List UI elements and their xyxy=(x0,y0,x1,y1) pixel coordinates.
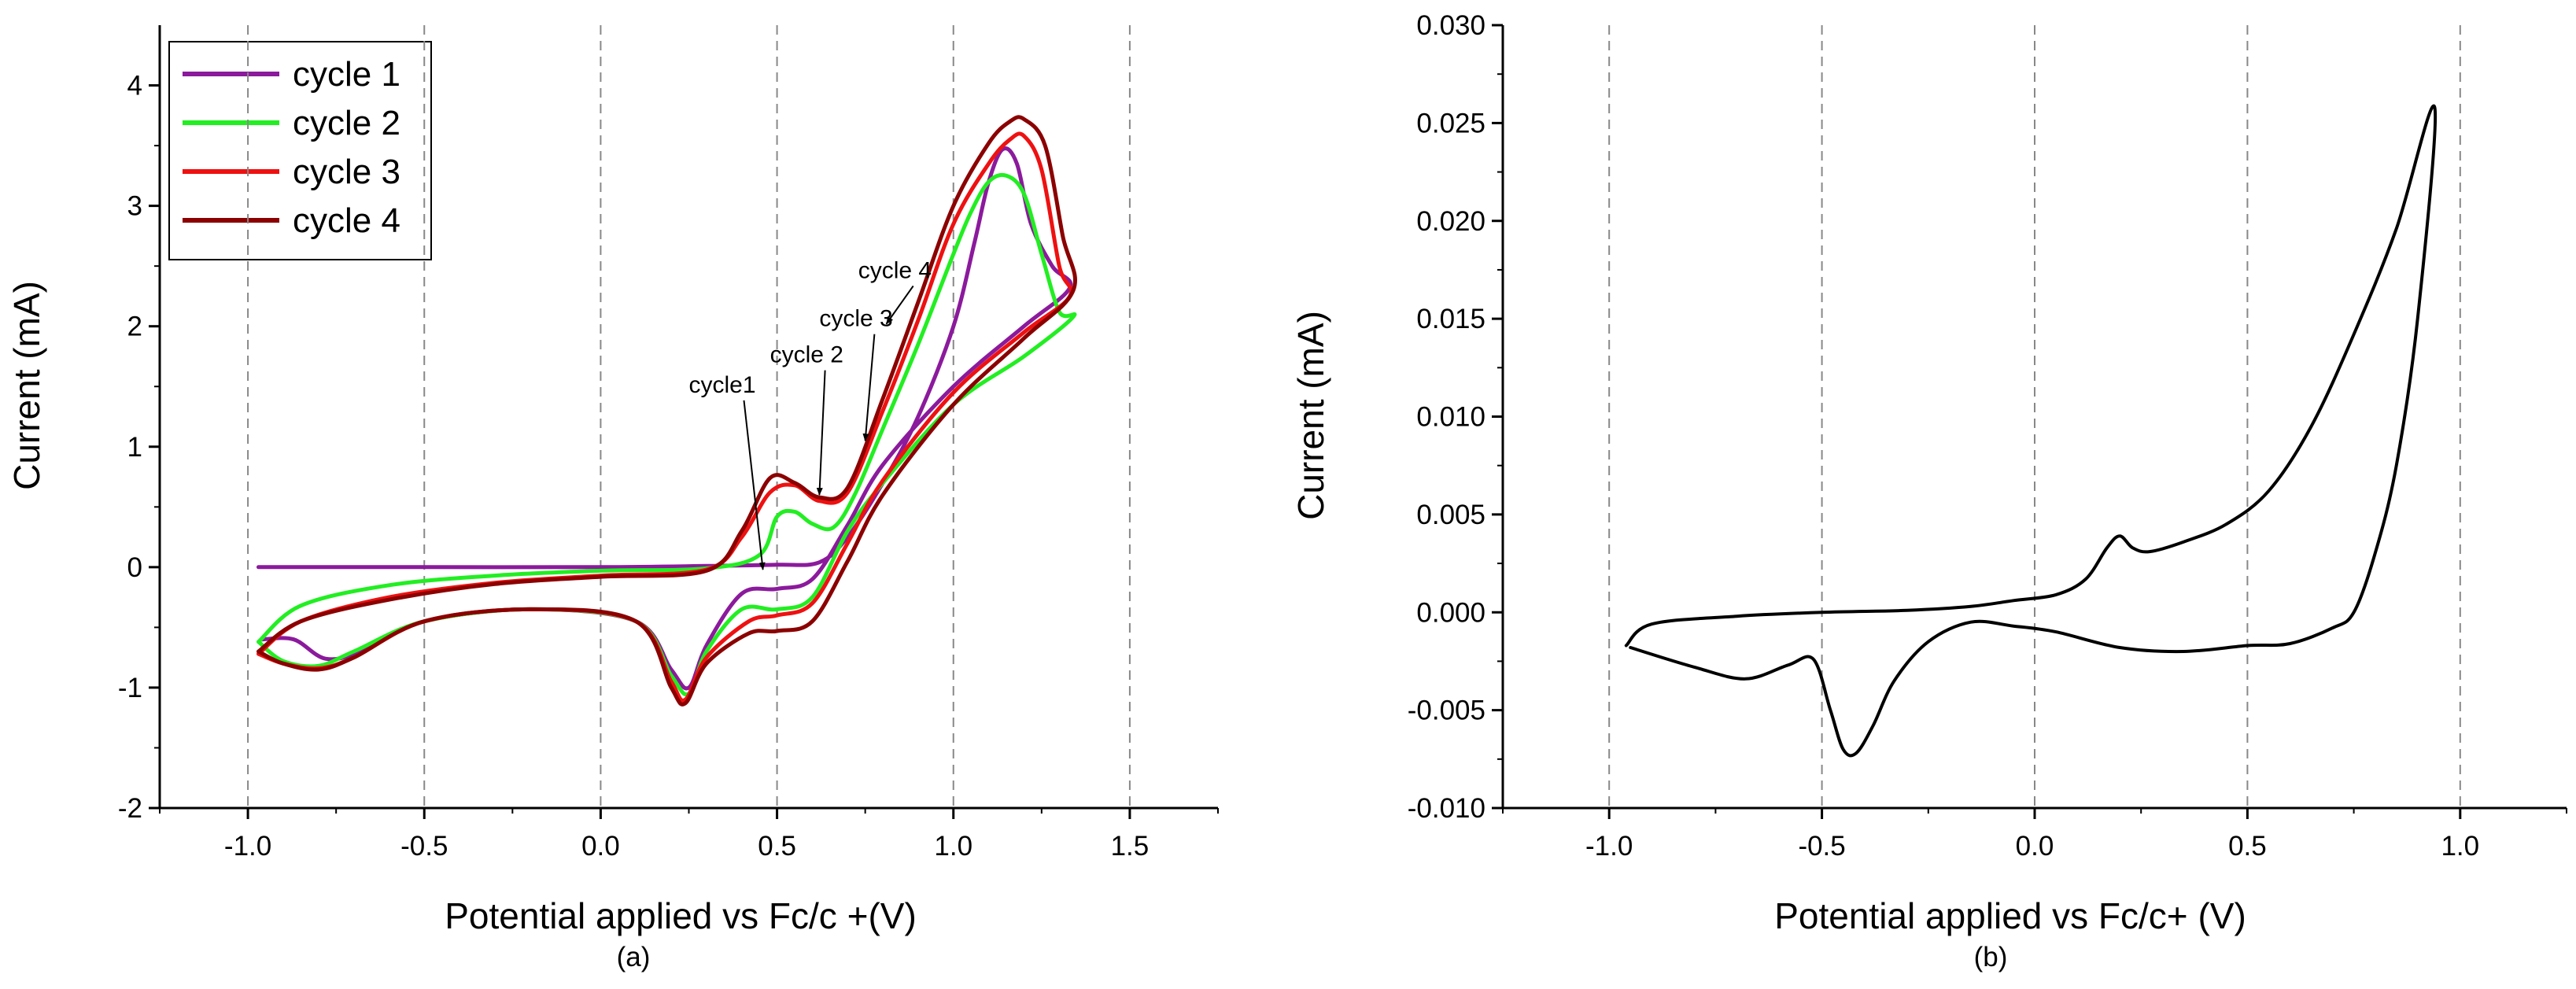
panel-b-cyclic-voltammogram: Current (mA) Potential applied vs Fc/c+ … xyxy=(1290,10,2567,972)
panel-a-annotation-arrow xyxy=(885,285,914,325)
panel-b-y-tick-label: 0.015 xyxy=(1416,304,1485,334)
panel-b-x-tick-label: -0.5 xyxy=(1798,831,1845,862)
panel-a-annotation-label: cycle 2 xyxy=(770,342,843,368)
panel-a-x-tick-label: 0.0 xyxy=(581,831,620,862)
panel-a-annotation-arrow xyxy=(862,334,876,442)
panel-a-annotation-label: cycle 3 xyxy=(819,306,892,332)
panel-b-x-tick-label: 1.0 xyxy=(2441,831,2479,862)
panel-b-x-tick-label: 0.5 xyxy=(2228,831,2267,862)
panel-a-annotation-arrow xyxy=(816,370,826,496)
panel-b-series-line-1 xyxy=(1624,104,2438,758)
panel-b-x-tick-label: -1.0 xyxy=(1585,831,1633,862)
panel-a-y-tick-label: 0 xyxy=(127,552,142,583)
panel-a-y-tick-label: 3 xyxy=(127,191,142,222)
panel-b-y-tick-label: 0.030 xyxy=(1416,10,1485,41)
panel-b-y-tick-label: 0.000 xyxy=(1416,597,1485,628)
panel-a-ylabel: Current (mA) xyxy=(6,281,47,490)
panel-a-y-tick-label: 2 xyxy=(127,312,142,342)
panel-b-x-tick-label: 0.0 xyxy=(2016,831,2054,862)
panel-b-y-tick-label: -0.010 xyxy=(1408,793,1485,824)
panel-a-legend: cycle 1 cycle 2 cycle 3 cycle 4 xyxy=(168,41,432,260)
panel-a-cyclic-voltammogram: Current (mA) Potential applied vs Fc/c +… xyxy=(6,25,1219,972)
panel-a-x-tick-label: 0.5 xyxy=(758,831,796,862)
panel-a-x-tick-label: 1.5 xyxy=(1111,831,1150,862)
panel-a-legend-label: cycle 2 xyxy=(293,104,400,142)
panel-b-y-tick-label: 0.005 xyxy=(1416,500,1485,530)
panel-a-annotation-arrow xyxy=(743,400,766,570)
panel-a-xlabel: Potential applied vs Fc/c +(V) xyxy=(445,895,917,936)
panel-a-x-tick-label: -0.5 xyxy=(400,831,448,862)
panel-a-legend-label: cycle 4 xyxy=(293,201,400,240)
panel-a-y-tick-label: -2 xyxy=(118,793,142,824)
panel-b-y-tick-label: 0.020 xyxy=(1416,206,1485,237)
panel-a-y-tick-label: -1 xyxy=(118,673,142,703)
panel-a-y-tick-label: 1 xyxy=(127,432,142,463)
panel-b-label: (b) xyxy=(1974,942,2008,972)
panel-b-y-tick-label: -0.005 xyxy=(1408,696,1485,726)
panel-a-x-tick-label: -1.0 xyxy=(224,831,271,862)
panel-a-series-line-4 xyxy=(256,115,1077,707)
legend-box xyxy=(168,41,432,260)
panel-a-y-tick-label: 4 xyxy=(127,71,142,101)
panel-a-label: (a) xyxy=(617,942,651,972)
panel-a-x-tick-label: 1.0 xyxy=(934,831,972,862)
panel-b-ylabel: Current (mA) xyxy=(1290,311,1331,520)
panel-b-y-tick-label: 0.010 xyxy=(1416,402,1485,433)
panel-a-legend-label: cycle 3 xyxy=(293,153,400,191)
panel-b-xlabel: Potential applied vs Fc/c+ (V) xyxy=(1774,895,2246,936)
panel-b-y-tick-label: 0.025 xyxy=(1416,108,1485,138)
panel-a-legend-label: cycle 1 xyxy=(293,55,400,94)
panel-a-annotation-label: cycle 4 xyxy=(858,257,932,283)
panel-a-annotation-label: cycle1 xyxy=(689,372,756,398)
